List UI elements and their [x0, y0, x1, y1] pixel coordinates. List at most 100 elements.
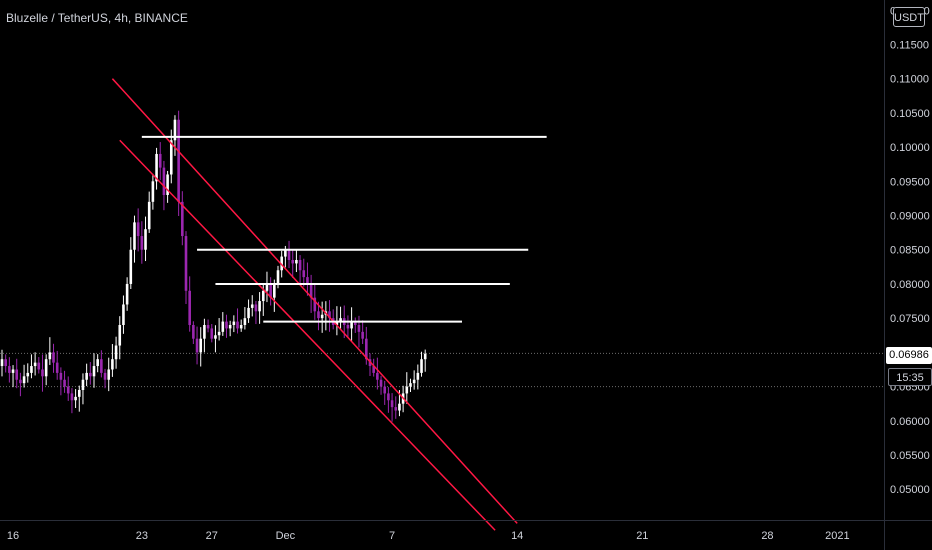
- candle-body: [103, 372, 107, 380]
- candle-body: [122, 304, 125, 325]
- interval-label[interactable]: 4h: [114, 11, 128, 25]
- candle-body: [70, 393, 74, 401]
- candle-body: [77, 390, 81, 397]
- chart-header: Bluzelle / TetherUS, 4h, BINANCE: [6, 11, 188, 25]
- candle-body: [269, 283, 272, 298]
- candle-body: [265, 283, 269, 291]
- candle-body: [66, 386, 70, 394]
- candle-body: [147, 201, 151, 230]
- time-tick-label: 27: [206, 530, 218, 542]
- candle-body: [151, 181, 155, 202]
- candle-body: [26, 372, 30, 377]
- header-separator: ,: [127, 11, 135, 25]
- candle-body: [291, 260, 295, 264]
- candle-body: [44, 359, 48, 377]
- channel-upper-line[interactable]: [111, 78, 518, 524]
- candle-body: [320, 314, 324, 319]
- candle-body: [372, 366, 375, 373]
- candle-body: [302, 270, 306, 278]
- candle-body: [398, 403, 401, 411]
- exchange-label: BINANCE: [134, 11, 188, 25]
- drawings-layer[interactable]: [111, 78, 547, 531]
- candle-body: [357, 325, 361, 332]
- candle-body: [114, 345, 118, 360]
- candle-body: [19, 379, 22, 384]
- currency-selector[interactable]: USDT: [893, 7, 925, 27]
- candle-body: [228, 325, 232, 329]
- time-tick-label: 21: [636, 530, 648, 542]
- candle-body: [133, 222, 136, 250]
- candle-body: [387, 393, 390, 401]
- candle-body: [184, 236, 188, 291]
- candle-body: [376, 372, 379, 380]
- price-tick-label: 0.11000: [890, 74, 929, 86]
- time-tick-label: 16: [7, 530, 19, 542]
- price-tick-label: 0.08000: [890, 279, 930, 291]
- candle-body: [89, 372, 92, 377]
- candle-body: [100, 359, 103, 373]
- candle-body: [177, 119, 180, 202]
- candle-body: [22, 376, 26, 384]
- candles-layer: [0, 110, 884, 422]
- candle-body: [284, 249, 287, 257]
- candle-body: [169, 140, 173, 175]
- candle-body: [125, 283, 129, 305]
- candle-body: [140, 236, 144, 250]
- candle-body: [136, 222, 140, 237]
- bar-countdown-tag: 15:35: [888, 368, 932, 386]
- candle-body: [346, 325, 350, 329]
- candle-body: [247, 307, 250, 319]
- price-tick-label: 0.10500: [890, 108, 930, 120]
- candle-body: [55, 362, 59, 373]
- candle-body: [295, 260, 298, 264]
- candle-body: [210, 328, 214, 339]
- candle-body: [96, 359, 99, 367]
- candle-body: [335, 321, 339, 325]
- candle-body: [48, 352, 52, 360]
- time-tick-label: 2021: [825, 530, 849, 542]
- candle-body: [8, 366, 11, 373]
- candle-body: [206, 325, 210, 329]
- candle-body: [317, 311, 320, 319]
- price-tick-label: 0.06000: [890, 416, 930, 428]
- candle-body: [383, 386, 387, 394]
- candle-body: [273, 283, 276, 298]
- candle-body: [92, 366, 96, 377]
- price-axis[interactable]: 0.120000.115000.110000.105000.100000.095…: [884, 0, 930, 550]
- candle-body: [188, 290, 191, 325]
- price-tick-label: 0.08500: [890, 245, 930, 257]
- candle-body: [232, 321, 236, 325]
- candle-body: [390, 400, 394, 408]
- candle-body: [63, 379, 66, 387]
- price-tick-label: 0.05500: [890, 450, 930, 462]
- time-axis[interactable]: 16 23 27 Dec 7 14 21 28 2021: [0, 520, 932, 543]
- candle-body: [221, 321, 225, 332]
- candle-body: [195, 338, 199, 353]
- candle-body: [15, 369, 19, 380]
- time-tick-label: 23: [136, 530, 148, 542]
- symbol-label[interactable]: Bluzelle / TetherUS: [6, 11, 108, 25]
- candle-body: [30, 366, 33, 373]
- candle-body: [239, 325, 243, 329]
- price-tick-label: 0.07500: [890, 313, 930, 325]
- candle-body: [416, 372, 420, 380]
- candle-body: [361, 331, 364, 339]
- candle-body: [409, 383, 412, 387]
- candle-body: [412, 379, 416, 384]
- candle-body: [166, 174, 169, 195]
- candle-body: [280, 256, 283, 271]
- candle-body: [276, 270, 280, 284]
- price-tick-label: 0.05000: [890, 484, 930, 496]
- candle-body: [423, 353, 427, 360]
- candle-body: [328, 311, 331, 319]
- candle-body: [203, 325, 206, 339]
- candle-body: [111, 359, 114, 370]
- time-tick-label: 7: [389, 530, 395, 542]
- candle-body: [236, 321, 239, 329]
- channel-lower-line[interactable]: [119, 139, 496, 531]
- candle-body: [155, 153, 158, 182]
- candle-body: [4, 359, 7, 367]
- candle-body: [59, 372, 63, 380]
- candle-body: [339, 318, 342, 322]
